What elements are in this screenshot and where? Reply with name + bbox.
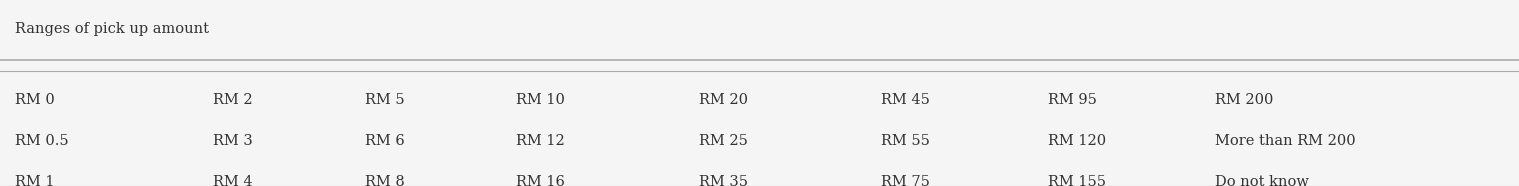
Text: RM 10: RM 10 bbox=[516, 93, 565, 107]
Text: Ranges of pick up amount: Ranges of pick up amount bbox=[15, 22, 210, 36]
Text: RM 3: RM 3 bbox=[213, 134, 252, 148]
Text: RM 120: RM 120 bbox=[1048, 134, 1106, 148]
Text: RM 55: RM 55 bbox=[881, 134, 930, 148]
Text: More than RM 200: More than RM 200 bbox=[1215, 134, 1356, 148]
Text: RM 25: RM 25 bbox=[699, 134, 747, 148]
Text: RM 75: RM 75 bbox=[881, 175, 930, 186]
Text: RM 4: RM 4 bbox=[213, 175, 252, 186]
Text: RM 95: RM 95 bbox=[1048, 93, 1097, 107]
Text: RM 155: RM 155 bbox=[1048, 175, 1106, 186]
Text: RM 8: RM 8 bbox=[365, 175, 404, 186]
Text: RM 45: RM 45 bbox=[881, 93, 930, 107]
Text: RM 5: RM 5 bbox=[365, 93, 404, 107]
Text: RM 2: RM 2 bbox=[213, 93, 252, 107]
Text: RM 12: RM 12 bbox=[516, 134, 565, 148]
Text: RM 1: RM 1 bbox=[15, 175, 55, 186]
Text: RM 0.5: RM 0.5 bbox=[15, 134, 68, 148]
Text: RM 16: RM 16 bbox=[516, 175, 565, 186]
Text: RM 200: RM 200 bbox=[1215, 93, 1273, 107]
Text: RM 6: RM 6 bbox=[365, 134, 404, 148]
Text: RM 35: RM 35 bbox=[699, 175, 747, 186]
Text: RM 20: RM 20 bbox=[699, 93, 747, 107]
Text: Do not know: Do not know bbox=[1215, 175, 1309, 186]
Text: RM 0: RM 0 bbox=[15, 93, 55, 107]
